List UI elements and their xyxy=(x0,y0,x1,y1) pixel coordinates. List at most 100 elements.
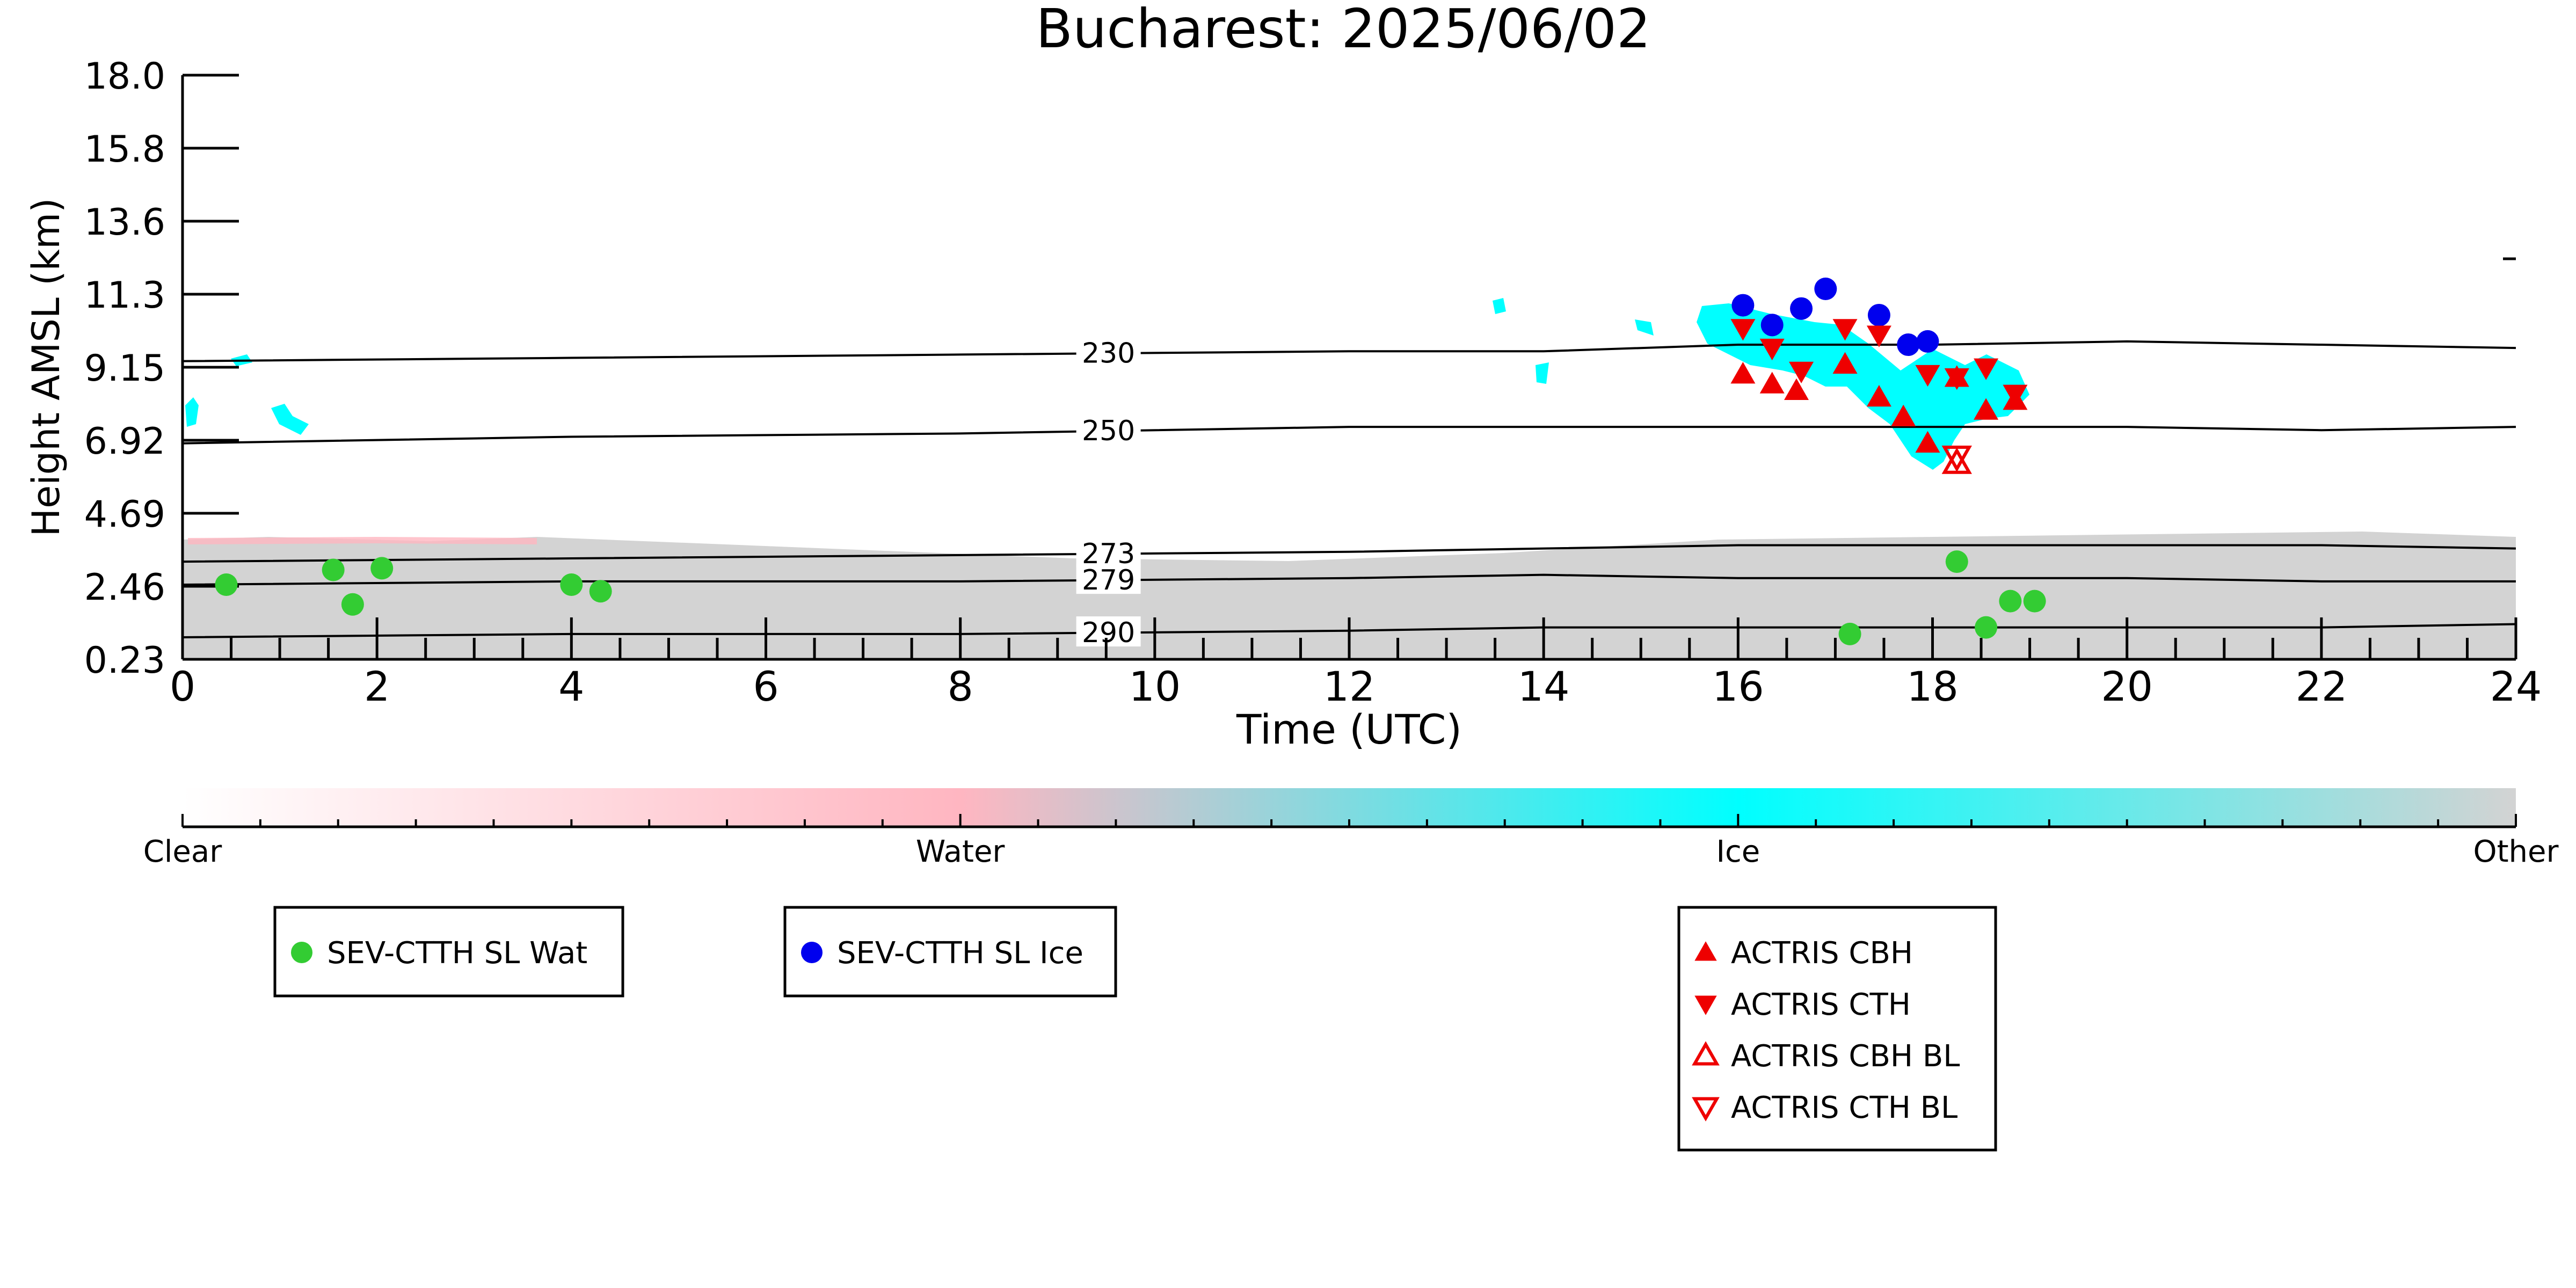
legend-marker xyxy=(1692,1041,1720,1066)
marker-sev-ctth-sl-wat xyxy=(1999,590,2022,613)
marker-actris-cbh xyxy=(1915,431,1940,453)
y-axis-ticks: 0.23 2.46 4.69 6.92 9.15 11.3 13.6 15.8 18.0 xyxy=(84,55,239,682)
y-axis-label: Height AMSL (km) xyxy=(24,198,68,537)
x-tick-label: 10 xyxy=(1129,663,1181,710)
legend-marker xyxy=(1694,941,1717,961)
marker-sev-ctth-sl-wat xyxy=(322,558,345,581)
x-tick-label: 22 xyxy=(2295,663,2347,710)
marker-actris-cth-bl xyxy=(1941,445,1972,472)
marker-sev-ctth-sl-wat xyxy=(1975,616,1998,639)
marker-sev-ctth-sl-ice xyxy=(1916,330,1939,353)
chart-title: Bucharest: 2025/06/02 xyxy=(1036,0,1650,60)
contour-label: 290 xyxy=(1082,617,1135,649)
ice-patch-early xyxy=(185,354,309,435)
marker-sev-ctth-sl-ice xyxy=(1867,303,1890,326)
marker-sev-ctth-sl-wat xyxy=(341,593,364,616)
marker-sev-ctth-sl-wat xyxy=(215,573,238,596)
marker-actris-cbh xyxy=(1974,398,1999,420)
legend-entry-label: ACTRIS CTH xyxy=(1731,987,1911,1022)
colorbar-labels: Clear Water Ice Other xyxy=(143,834,2559,869)
data-markers xyxy=(215,277,2046,645)
y-tick-label: 0.23 xyxy=(84,639,165,682)
legend-box xyxy=(783,906,1117,998)
x-tick-label: 18 xyxy=(1906,663,1959,710)
legend-entry-label: ACTRIS CBH xyxy=(1731,936,1913,971)
x-tick-label: 2 xyxy=(364,663,390,710)
y-tick-label: 2.46 xyxy=(84,566,165,609)
marker-sev-ctth-sl-ice xyxy=(1790,297,1813,320)
ice-patch-midday xyxy=(1493,298,1654,384)
legend-box xyxy=(273,906,624,998)
x-tick-label: 16 xyxy=(1712,663,1764,710)
x-tick-label: 6 xyxy=(753,663,778,710)
marker-actris-cth xyxy=(2003,384,2028,406)
marker-actris-cth xyxy=(1759,338,1785,361)
x-tick-label: 12 xyxy=(1323,663,1376,710)
colorbar-label: Other xyxy=(2473,834,2559,869)
contour-label-bg xyxy=(1076,414,1141,445)
marker-sev-ctth-sl-ice xyxy=(1760,314,1784,337)
contour-label-bg xyxy=(1076,537,1141,568)
marker-actris-cth xyxy=(1944,368,1969,390)
contour-line xyxy=(182,573,2516,586)
legend-entry-label: ACTRIS CBH BL xyxy=(1731,1039,1960,1074)
x-axis-label: Time (UTC) xyxy=(1236,705,1462,753)
colorbar-ticks xyxy=(181,814,2517,827)
marker-actris-cth xyxy=(1915,365,1940,387)
contour-label: 279 xyxy=(1082,564,1135,596)
contour-label-bg xyxy=(1076,616,1141,647)
marker-actris-cbh xyxy=(1891,404,1916,427)
marker-actris-cth xyxy=(1974,358,1999,380)
y-tick-label: 18.0 xyxy=(84,55,165,98)
marker-actris-cbh xyxy=(1759,372,1785,394)
legend-entry-label: SEV-CTTH SL Ice xyxy=(837,936,1083,971)
colorbar-label: Ice xyxy=(1716,834,1760,869)
legend-marker xyxy=(1692,1097,1720,1122)
legend-marker xyxy=(291,942,312,963)
legend-marker xyxy=(1694,995,1717,1015)
y-tick-label: 9.15 xyxy=(84,347,165,390)
low-level-water-field xyxy=(188,537,537,544)
marker-sev-ctth-sl-wat xyxy=(2023,590,2046,613)
y-tick-label: 15.8 xyxy=(84,128,165,171)
legends: SEV-CTTH SL Wat SEV-CTTH SL Ice ACTRIS CBH… xyxy=(273,906,1997,1152)
x-tick-label: 8 xyxy=(947,663,973,710)
marker-actris-cth xyxy=(1832,319,1858,341)
x-axis-ticks: 0 2 4 6 8 10 12 14 16 18 20 22 24 xyxy=(170,617,2542,710)
y-tick-label: 13.6 xyxy=(84,201,165,244)
x-tick-label: 20 xyxy=(2101,663,2153,710)
colorbar-label: Water xyxy=(916,834,1006,869)
marker-sev-ctth-sl-ice xyxy=(1731,294,1755,317)
marker-actris-cbh xyxy=(1784,378,1809,401)
marker-sev-ctth-sl-wat xyxy=(560,573,583,596)
marker-sev-ctth-sl-ice xyxy=(1814,277,1837,300)
legend-entry-label: ACTRIS CTH BL xyxy=(1731,1090,1958,1125)
y-tick-label: 11.3 xyxy=(84,274,165,317)
marker-actris-cth xyxy=(1789,361,1814,384)
contour-line xyxy=(182,544,2516,563)
y-tick-label: 4.69 xyxy=(84,493,165,536)
contour-label-bg xyxy=(1076,564,1141,594)
marker-actris-cth xyxy=(1730,319,1756,341)
marker-sev-ctth-sl-wat xyxy=(1838,622,1861,645)
marker-sev-ctth-sl-wat xyxy=(1945,550,1968,573)
colorbar-label: Clear xyxy=(143,834,222,869)
x-tick-label: 14 xyxy=(1518,663,1570,710)
legend-marker xyxy=(801,942,823,963)
marker-actris-cth xyxy=(1866,325,1891,347)
marker-actris-cbh xyxy=(1866,385,1891,407)
marker-sev-ctth-sl-ice xyxy=(1897,333,1920,356)
contour-label: 230 xyxy=(1082,338,1135,370)
x-tick-label: 0 xyxy=(170,663,195,710)
legend-box xyxy=(1677,906,1997,1152)
legend-entry-label: SEV-CTTH SL Wat xyxy=(327,936,587,971)
contour-label: 250 xyxy=(1082,415,1135,447)
contour-label-bg xyxy=(1076,337,1141,367)
y-tick-label: 6.92 xyxy=(84,420,165,463)
contour-line xyxy=(182,426,2516,445)
contour-line xyxy=(182,340,2516,362)
colorbar: Clear Water Ice Other xyxy=(143,788,2559,869)
marker-actris-cbh-bl xyxy=(1941,447,1972,474)
